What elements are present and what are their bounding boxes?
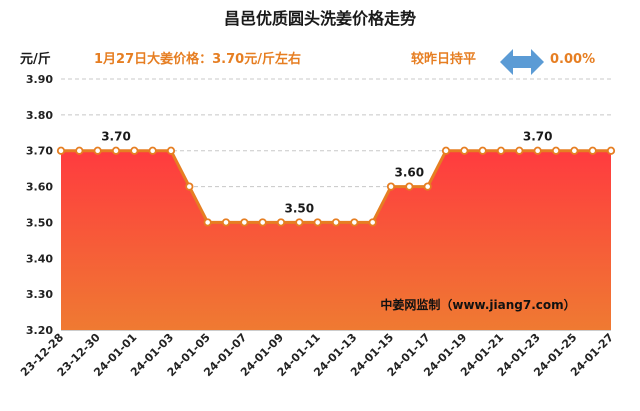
data-point	[441, 146, 451, 155]
y-axis-ticks: 3.20 3.30 3.40 3.50 3.60 3.70 3.80 3.90	[26, 73, 53, 337]
data-point	[423, 182, 432, 191]
data-label: 3.50	[285, 201, 315, 215]
y-tick-label: 3.20	[26, 324, 53, 337]
data-point	[405, 182, 414, 191]
data-point	[93, 146, 102, 155]
data-point	[221, 218, 231, 227]
y-tick-label: 3.30	[26, 288, 53, 301]
data-point	[331, 218, 341, 227]
data-point	[111, 146, 121, 155]
data-point	[75, 146, 84, 155]
data-point	[313, 218, 322, 227]
data-point	[368, 218, 377, 227]
data-point	[258, 218, 267, 227]
chart-title: 昌邑优质圆头洗姜价格走势	[224, 9, 416, 28]
area-fill	[61, 150, 611, 330]
y-tick-label: 3.70	[26, 145, 53, 158]
y-tick-label: 3.40	[26, 252, 53, 265]
area-shape	[61, 150, 611, 330]
y-tick-label: 3.80	[26, 109, 53, 122]
y-tick-label: 3.50	[26, 216, 53, 229]
watermark: 中姜网监制（www.jiang7.com）	[380, 297, 575, 312]
data-point	[276, 218, 286, 227]
data-point	[460, 146, 469, 155]
data-point	[166, 146, 176, 155]
data-point	[148, 146, 157, 155]
data-point	[570, 146, 579, 155]
data-point	[295, 218, 304, 227]
data-point	[185, 182, 194, 191]
data-point	[240, 218, 249, 227]
data-point	[56, 146, 66, 155]
data-point	[515, 146, 524, 155]
data-point	[496, 146, 506, 155]
change-value: 0.00%	[550, 52, 595, 67]
data-point	[203, 218, 212, 227]
data-labels: 3.70 3.50 3.60 3.70	[101, 130, 552, 216]
data-point	[588, 146, 597, 155]
data-point	[606, 146, 616, 155]
data-point	[386, 182, 396, 191]
data-point	[350, 218, 359, 227]
data-point	[130, 146, 139, 155]
y-axis-unit: 元/斤	[20, 51, 51, 67]
data-label: 3.70	[523, 130, 553, 144]
data-label: 3.60	[395, 166, 425, 180]
price-note: 1月27日大姜价格：3.70元/斤左右	[94, 51, 301, 67]
data-points	[56, 146, 616, 227]
data-label: 3.70	[101, 130, 131, 144]
data-point	[478, 146, 487, 155]
y-tick-label: 3.60	[26, 181, 53, 194]
y-tick-label: 3.90	[26, 73, 53, 86]
data-point	[533, 146, 542, 155]
change-label: 较昨日持平	[411, 51, 476, 67]
double-arrow-icon	[500, 49, 544, 75]
x-axis-ticks: 23-12-2823-12-3024-01-0124-01-0324-01-05…	[18, 331, 616, 379]
data-point	[551, 146, 561, 155]
